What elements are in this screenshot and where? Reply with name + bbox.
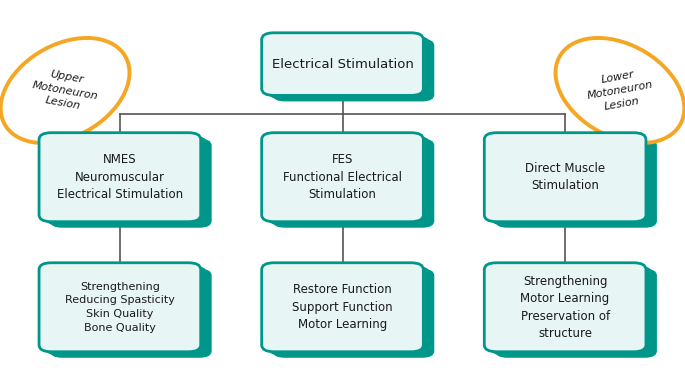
Ellipse shape (1, 38, 129, 143)
Text: Lower
Motoneuron
Lesion: Lower Motoneuron Lesion (584, 67, 656, 114)
Text: Restore Function
Support Function
Motor Learning: Restore Function Support Function Motor … (292, 283, 393, 331)
FancyBboxPatch shape (50, 139, 212, 228)
FancyBboxPatch shape (268, 136, 429, 225)
FancyBboxPatch shape (495, 139, 657, 228)
Text: Direct Muscle
Stimulation: Direct Muscle Stimulation (525, 162, 605, 192)
FancyBboxPatch shape (495, 269, 657, 358)
FancyBboxPatch shape (45, 136, 207, 225)
Ellipse shape (556, 38, 684, 143)
FancyBboxPatch shape (490, 136, 652, 225)
FancyBboxPatch shape (262, 133, 423, 222)
FancyBboxPatch shape (484, 263, 646, 352)
FancyBboxPatch shape (262, 263, 423, 352)
Text: Strengthening
Reducing Spasticity
Skin Quality
Bone Quality: Strengthening Reducing Spasticity Skin Q… (65, 282, 175, 333)
FancyBboxPatch shape (273, 139, 434, 228)
FancyBboxPatch shape (39, 263, 201, 352)
Text: Upper
Motoneuron
Lesion: Upper Motoneuron Lesion (29, 67, 101, 114)
FancyBboxPatch shape (262, 33, 423, 95)
FancyBboxPatch shape (268, 36, 429, 99)
FancyBboxPatch shape (268, 266, 429, 355)
Text: Electrical Stimulation: Electrical Stimulation (271, 58, 414, 70)
Text: FES
Functional Electrical
Stimulation: FES Functional Electrical Stimulation (283, 153, 402, 201)
Text: Strengthening
Motor Learning
Preservation of
structure: Strengthening Motor Learning Preservatio… (521, 274, 610, 340)
FancyBboxPatch shape (50, 269, 212, 358)
FancyBboxPatch shape (490, 266, 652, 355)
FancyBboxPatch shape (273, 39, 434, 101)
FancyBboxPatch shape (484, 133, 646, 222)
FancyBboxPatch shape (45, 266, 207, 355)
FancyBboxPatch shape (273, 269, 434, 358)
Text: NMES
Neuromuscular
Electrical Stimulation: NMES Neuromuscular Electrical Stimulatio… (57, 153, 183, 201)
FancyBboxPatch shape (39, 133, 201, 222)
